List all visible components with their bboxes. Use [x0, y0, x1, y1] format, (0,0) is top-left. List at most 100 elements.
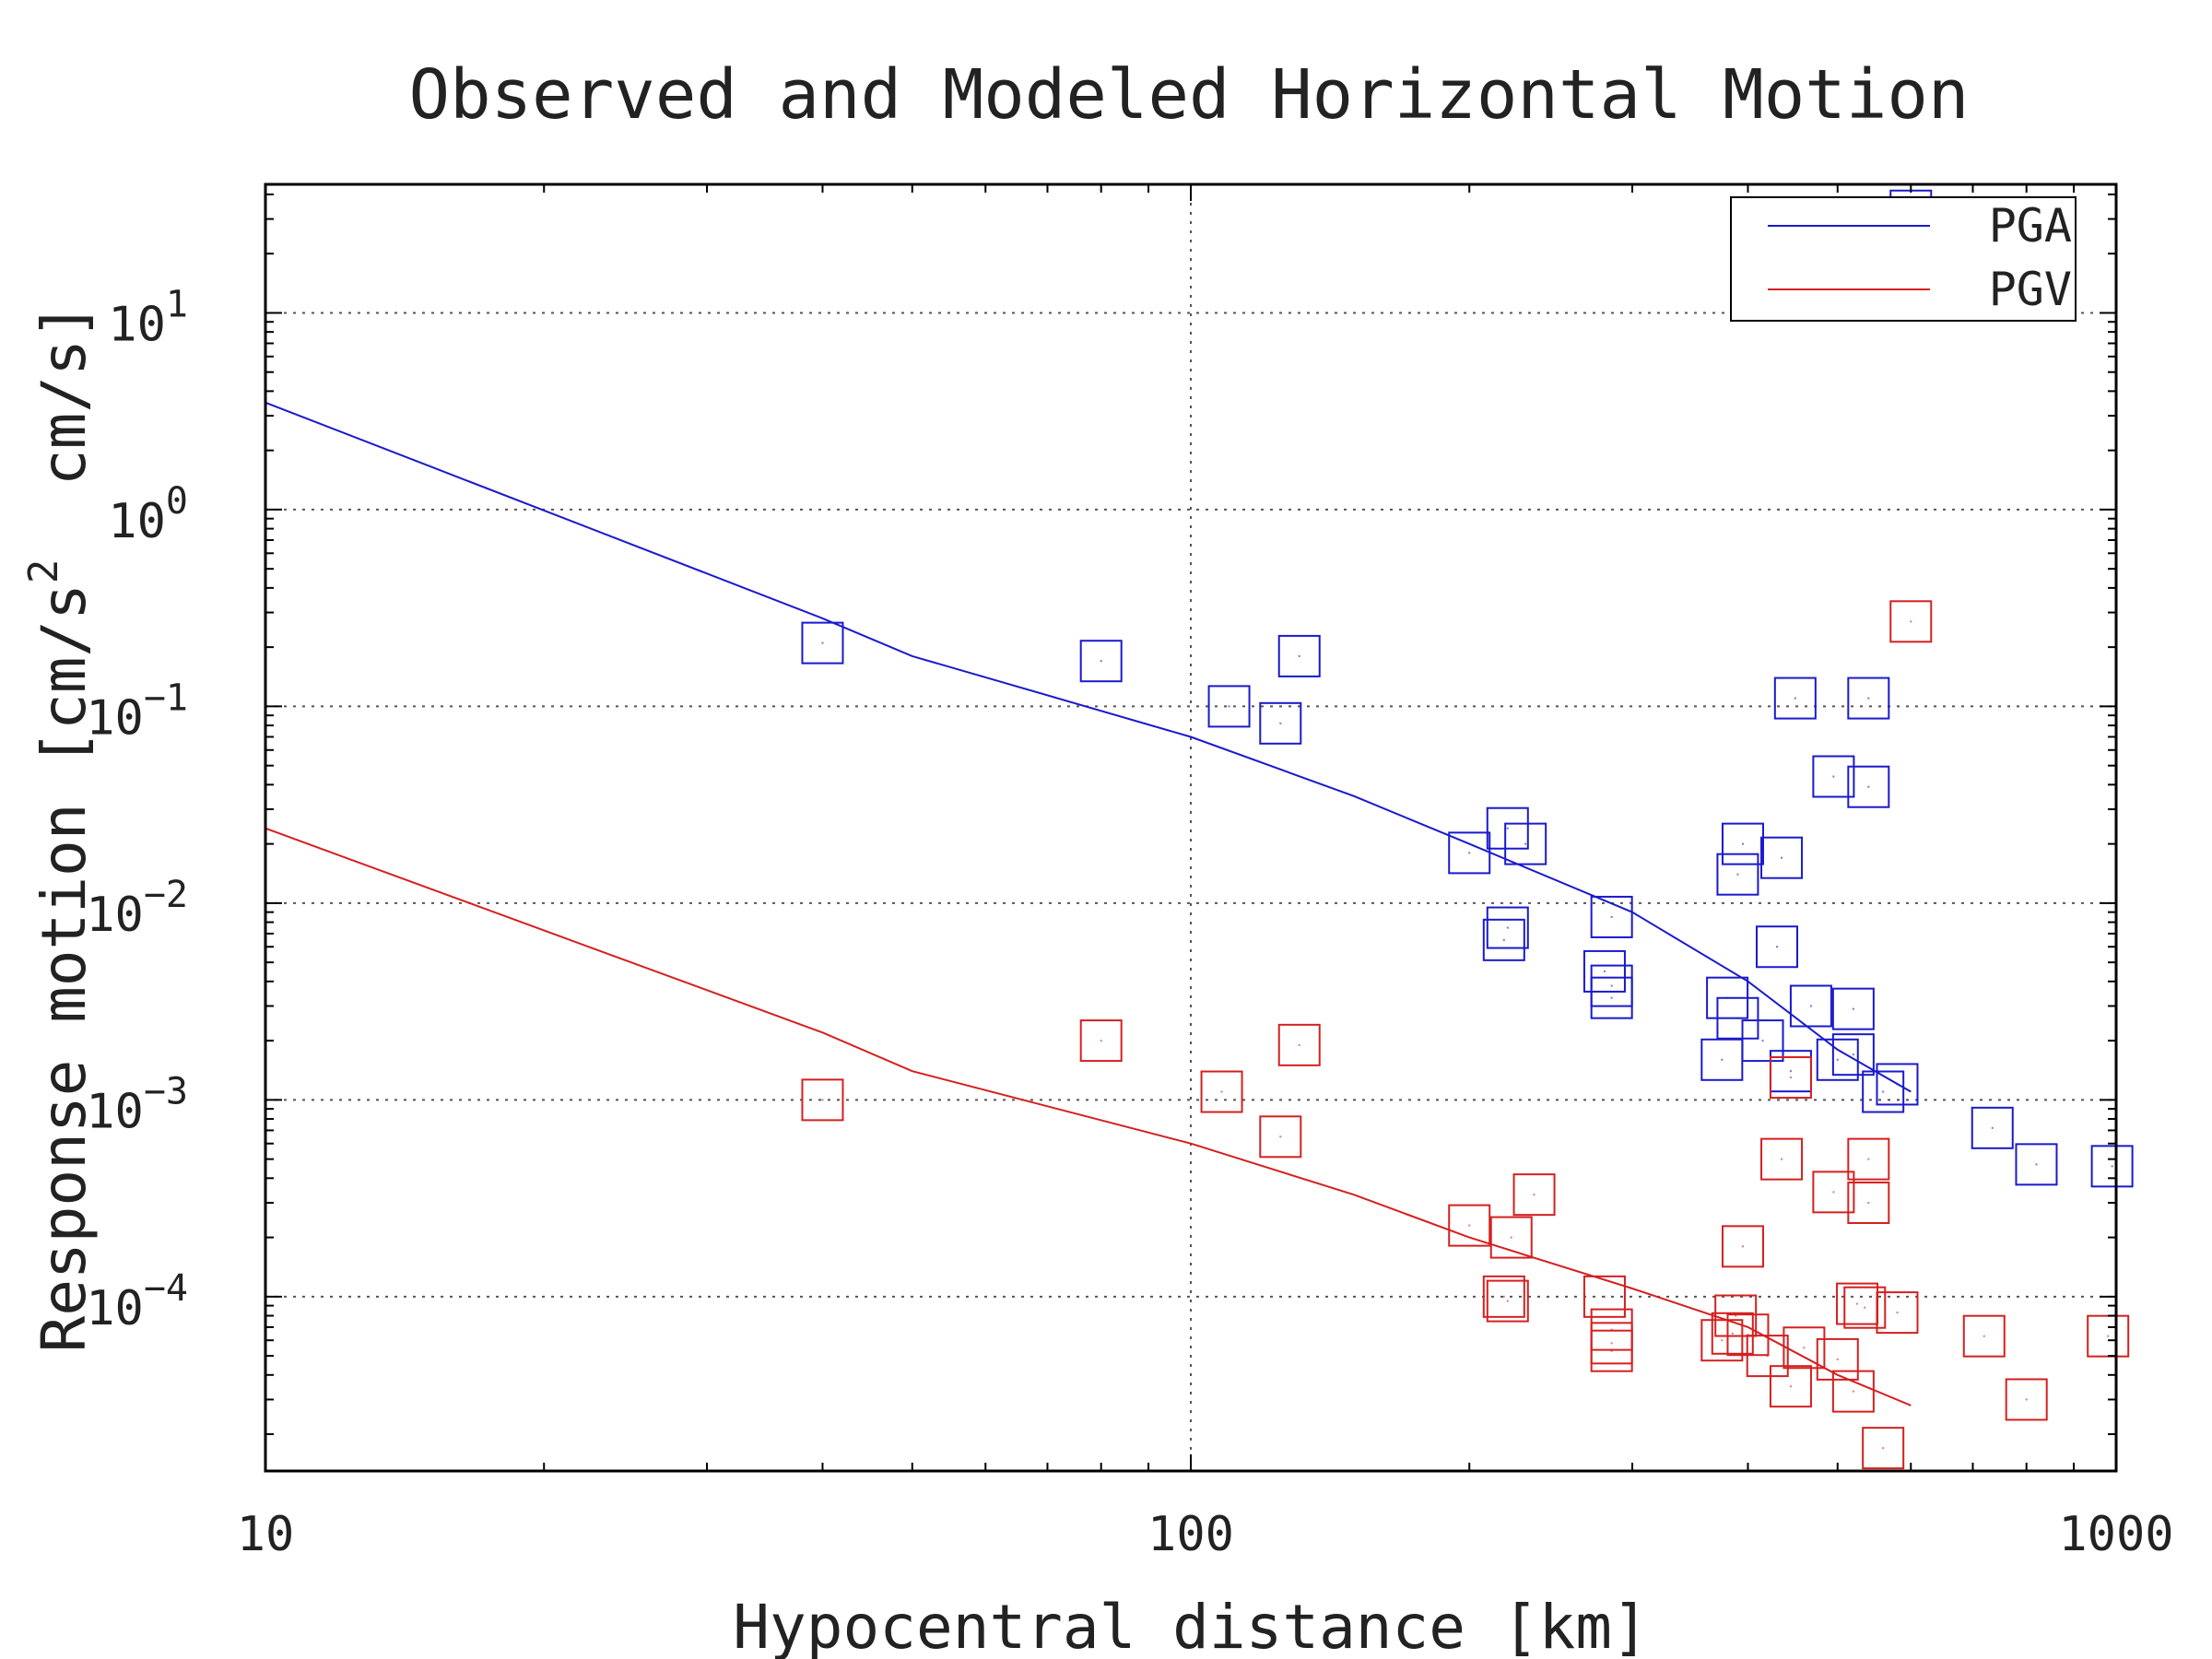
pgv-point-center — [1731, 1332, 1734, 1335]
pgv-point — [1583, 1275, 1626, 1318]
pga-point — [1816, 1038, 1859, 1081]
y-tick-label-base: 10 — [86, 1084, 144, 1139]
pga-point — [1971, 1106, 2014, 1149]
pgv-point — [1812, 1171, 1855, 1214]
pgv-point-center — [1867, 1201, 1870, 1204]
pgv-point — [1769, 1056, 1812, 1100]
y-tick-label: 10−4 — [86, 1267, 188, 1336]
pga-point-center — [1794, 697, 1796, 700]
pga-point-center — [1852, 1053, 1854, 1056]
pga-point-center — [1610, 915, 1613, 918]
y-tick-label-exponent: 1 — [166, 283, 188, 325]
y-axis-label-main: Response motion [cm/s — [29, 583, 100, 1352]
pgv-point — [1889, 600, 1933, 643]
pga-point — [1721, 822, 1764, 865]
pga-point — [1583, 949, 1626, 993]
legend-label-pgv: PGV — [1989, 263, 2072, 316]
pga-point-center — [1882, 1090, 1885, 1093]
pgv-point — [1482, 1275, 1525, 1318]
pga-point — [1207, 685, 1251, 728]
x-axis-label: Hypocentral distance [km] — [733, 1592, 1648, 1659]
pga-point — [1700, 1038, 1744, 1081]
pgv-point-center — [1910, 620, 1912, 623]
pgv-point — [801, 1078, 844, 1122]
pgv-point-center — [1721, 1339, 1724, 1342]
pgv-point-center — [1867, 1158, 1870, 1160]
pga-point — [1812, 755, 1855, 798]
pgv-point — [1831, 1370, 1875, 1413]
x-tick-label: 1000 — [2058, 1507, 2173, 1562]
pga-point-center — [1736, 1017, 1739, 1019]
grid-lines — [265, 184, 2116, 1471]
pgv-point — [1486, 1279, 1529, 1323]
pgv-point-center — [1836, 1358, 1839, 1360]
pga-point — [1831, 987, 1875, 1030]
pga-point — [1504, 822, 1547, 865]
pga-point-center — [1896, 1083, 1899, 1086]
pga-point — [2015, 1143, 2058, 1186]
y-axis-label-exponent: 2 — [20, 559, 67, 584]
pga-point — [1079, 640, 1123, 683]
pgv-point-center — [1781, 1158, 1783, 1160]
pgv-point-center — [1882, 1447, 1885, 1450]
pgv-point-center — [1468, 1224, 1471, 1227]
pga-point — [1847, 677, 1890, 720]
pga-point-center — [1298, 654, 1300, 657]
pgv-point — [1512, 1173, 1556, 1217]
pgv-model-line — [265, 827, 1912, 1406]
pga-point-center — [1506, 827, 1509, 830]
y-tick-label: 10−3 — [86, 1070, 188, 1139]
pga-point-center — [1502, 938, 1505, 941]
pga-point-center — [1610, 996, 1613, 999]
pga-point — [1862, 1070, 1905, 1113]
pgv-point — [1721, 1225, 1764, 1268]
pgv-point — [1277, 1023, 1321, 1066]
pgv-point — [1847, 1181, 1890, 1224]
pgv-point — [1783, 1326, 1826, 1370]
y-tick-label-base: 10 — [86, 1281, 144, 1336]
pga-point-center — [1741, 842, 1744, 845]
pga-point — [801, 621, 844, 665]
y-tick-label: 10−2 — [86, 874, 188, 943]
pgv-point — [1700, 1319, 1744, 1362]
pga-point-center — [1468, 852, 1471, 854]
pgv-point-center — [1610, 1349, 1613, 1352]
pgv-point — [1590, 1329, 1633, 1372]
plot-frame — [264, 182, 2118, 1473]
y-tick-label-base: 10 — [108, 494, 166, 549]
pgv-point — [1769, 1365, 1812, 1408]
pga-point — [1716, 853, 1759, 896]
pga-point — [1716, 996, 1759, 1040]
pga-point-center — [1867, 697, 1870, 700]
pgv-point — [2005, 1378, 2048, 1421]
pgv-point — [1259, 1115, 1302, 1159]
pga-point — [1486, 906, 1529, 949]
pgv-point-center — [1741, 1245, 1744, 1248]
pga-point-center — [1761, 1040, 1764, 1042]
y-tick-label-base: 10 — [108, 297, 166, 352]
y-tick-label-exponent: −3 — [144, 1070, 188, 1112]
pga-point-center — [1836, 1058, 1839, 1061]
pgv-point — [1200, 1070, 1243, 1113]
pga-point-center — [1776, 946, 1779, 948]
pga-point — [1590, 976, 1633, 1019]
pgv-point — [1760, 1137, 1804, 1181]
pga-point-center — [1610, 984, 1613, 987]
pga-point-center — [1721, 1058, 1724, 1061]
y-axis-label: Response motion [cm/s2 cm/s] — [20, 302, 100, 1352]
pgv-point-center — [1279, 1135, 1282, 1138]
pga-point-center — [821, 641, 824, 644]
pgv-point-center — [1603, 1295, 1606, 1298]
chart-title: Observed and Modeled Horizontal Motion — [409, 55, 1970, 135]
y-tick-label-base: 10 — [86, 690, 144, 746]
pga-point-center — [1809, 1005, 1812, 1007]
pgv-point-center — [1896, 1312, 1899, 1314]
pga-point — [1831, 1033, 1875, 1077]
pgv-point — [1847, 1137, 1890, 1181]
pga-model-line — [265, 401, 1912, 1093]
pgv-point-center — [1766, 1355, 1769, 1358]
pgv-point-center — [1510, 1236, 1512, 1239]
pgv-point — [1843, 1286, 1887, 1329]
pgv-point — [1862, 1427, 1905, 1470]
